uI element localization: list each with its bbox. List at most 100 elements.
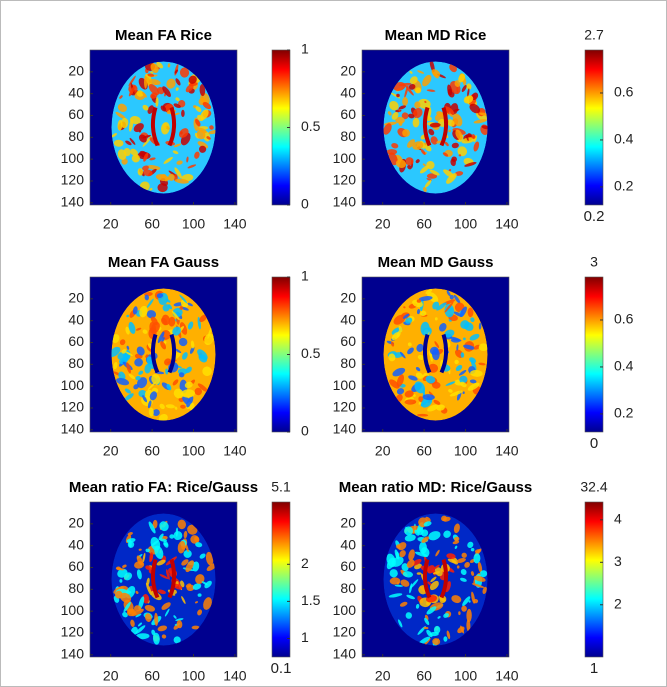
y-tick-label: 100: [61, 150, 85, 166]
y-tick-label: 120: [333, 624, 357, 640]
y-tick-label: 80: [68, 580, 84, 596]
colorbar-tick-label: 0.5: [301, 118, 321, 134]
colorbar-tick-label: 1.5: [301, 592, 321, 608]
y-tick-label: 140: [61, 194, 85, 210]
y-tick-label: 100: [333, 150, 357, 166]
colorbar-min-label: 0.1: [271, 660, 292, 677]
y-tick-label: 20: [340, 515, 356, 531]
x-tick-label: 20: [375, 668, 391, 684]
brain-blob: [144, 76, 147, 89]
x-tick-label: 20: [375, 216, 391, 232]
y-tick-label: 120: [61, 172, 85, 188]
y-tick-label: 60: [68, 558, 84, 574]
x-tick-label: 100: [182, 668, 206, 684]
y-tick-label: 120: [61, 399, 85, 415]
colorbar-tick-label: 0.2: [614, 405, 634, 421]
y-tick-label: 20: [340, 63, 356, 79]
y-tick-label: 120: [61, 624, 85, 640]
y-tick-label: 40: [340, 536, 356, 552]
panel-title: Mean MD Gauss: [378, 254, 494, 271]
colorbar-tick-label: 0.6: [614, 84, 634, 100]
y-tick-label: 120: [333, 172, 357, 188]
figure: Mean FA Rice2040608010012014020601001400…: [0, 0, 667, 687]
panel-title: Mean ratio MD: Rice/Gauss: [339, 479, 532, 496]
x-tick-label: 100: [454, 216, 478, 232]
brain-blob: [169, 534, 174, 538]
colorbar-tick-label: 3: [614, 553, 622, 569]
y-tick-label: 20: [340, 290, 356, 306]
y-tick-label: 40: [340, 84, 356, 100]
colorbar-max-label: 5.1: [271, 479, 291, 495]
y-tick-label: 140: [333, 194, 357, 210]
colorbar: [585, 277, 603, 432]
x-tick-label: 20: [103, 668, 119, 684]
y-tick-label: 40: [68, 536, 84, 552]
colorbar-tick-label: 1: [301, 268, 309, 284]
x-tick-label: 60: [416, 668, 432, 684]
x-tick-label: 140: [223, 668, 247, 684]
colorbar-tick-label: 0: [301, 423, 309, 439]
x-tick-label: 140: [223, 216, 247, 232]
colorbar-tick-label: 4: [614, 511, 622, 527]
brain-blob: [396, 552, 399, 559]
y-tick-label: 60: [340, 106, 356, 122]
colorbar-tick-label: 0.6: [614, 311, 634, 327]
y-tick-label: 100: [333, 602, 357, 618]
brain-blob: [417, 572, 422, 575]
colorbar-max-label: 3: [590, 254, 598, 270]
panel-title: Mean FA Gauss: [108, 254, 219, 271]
y-tick-label: 140: [61, 421, 85, 437]
y-tick-label: 60: [68, 333, 84, 349]
colorbar-tick-label: 0.4: [614, 131, 634, 147]
brain-blob: [387, 149, 398, 155]
panel-title: Mean MD Rice: [385, 27, 487, 44]
y-tick-label: 120: [333, 399, 357, 415]
x-tick-label: 20: [103, 216, 119, 232]
y-tick-label: 60: [68, 106, 84, 122]
colorbar: [272, 502, 290, 657]
y-tick-label: 80: [68, 355, 84, 371]
brain-blob: [181, 110, 185, 117]
y-tick-label: 60: [340, 558, 356, 574]
brain-blob: [158, 183, 168, 192]
colorbar-tick-label: 0: [301, 196, 309, 212]
x-tick-label: 140: [495, 443, 519, 459]
colorbar-tick-label: 2: [301, 555, 309, 571]
colorbar-tick-label: 0.2: [614, 178, 634, 194]
colorbar-max-label: 2.7: [584, 27, 604, 43]
x-tick-label: 100: [454, 668, 478, 684]
y-tick-label: 40: [68, 84, 84, 100]
colorbar-min-label: 0.2: [584, 208, 605, 225]
colorbar-tick-label: 0.4: [614, 358, 634, 374]
x-tick-label: 60: [144, 216, 160, 232]
y-tick-label: 140: [333, 646, 357, 662]
y-tick-label: 140: [61, 646, 85, 662]
y-tick-label: 60: [340, 333, 356, 349]
x-tick-label: 60: [416, 443, 432, 459]
y-tick-label: 100: [61, 602, 85, 618]
x-tick-label: 60: [144, 443, 160, 459]
x-tick-label: 100: [454, 443, 478, 459]
y-tick-label: 80: [68, 128, 84, 144]
colorbar-min-label: 0: [590, 435, 598, 452]
x-tick-label: 100: [182, 443, 206, 459]
colorbar-tick-label: 2: [614, 595, 622, 611]
colorbar: [585, 50, 603, 205]
x-tick-label: 20: [103, 443, 119, 459]
y-tick-label: 40: [340, 311, 356, 327]
x-tick-label: 140: [495, 668, 519, 684]
panel-title: Mean ratio FA: Rice/Gauss: [69, 479, 258, 496]
colorbar-max-label: 32.4: [580, 479, 607, 495]
y-tick-label: 80: [340, 128, 356, 144]
x-tick-label: 60: [416, 216, 432, 232]
y-tick-label: 80: [340, 580, 356, 596]
y-tick-label: 100: [61, 377, 85, 393]
y-tick-label: 20: [68, 290, 84, 306]
y-tick-label: 20: [68, 515, 84, 531]
x-tick-label: 100: [182, 216, 206, 232]
x-tick-label: 140: [495, 216, 519, 232]
y-tick-label: 100: [333, 377, 357, 393]
x-tick-label: 140: [223, 443, 247, 459]
x-tick-label: 60: [144, 668, 160, 684]
x-tick-label: 20: [375, 443, 391, 459]
